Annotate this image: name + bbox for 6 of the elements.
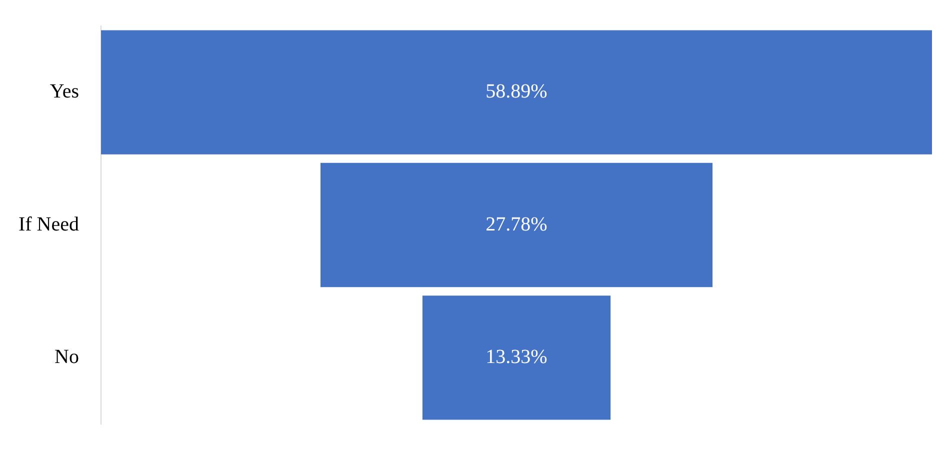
data-label: 58.89% (486, 80, 548, 103)
category-label: If Need (18, 213, 79, 236)
category-label: No (54, 346, 79, 368)
category-label: Yes (50, 80, 80, 103)
data-label: 13.33% (486, 346, 548, 368)
data-label: 27.78% (486, 213, 548, 236)
